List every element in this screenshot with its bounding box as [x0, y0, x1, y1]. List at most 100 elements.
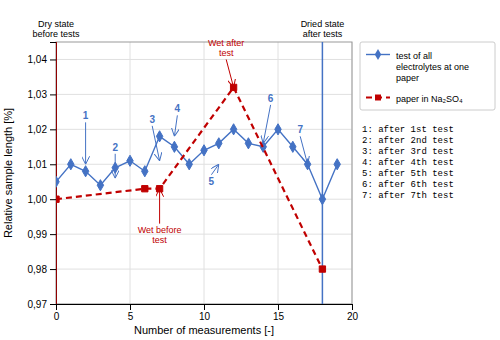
tick-label: 0: [54, 311, 60, 322]
text-line: 4: [175, 103, 181, 114]
plot-frame: [56, 42, 352, 304]
tick-mark: [50, 304, 56, 305]
series-marker: [142, 166, 148, 177]
tick-mark: [50, 269, 56, 270]
series-marker: [156, 131, 162, 142]
grid-line-y: [56, 59, 352, 60]
text-line: 6: [268, 93, 274, 104]
tick-mark: [50, 234, 56, 235]
series-marker: [56, 176, 59, 187]
text-line: after tests: [303, 29, 343, 39]
tick-mark: [278, 304, 279, 310]
tick-label: 20: [347, 311, 359, 322]
text-line: 2: [112, 142, 118, 153]
series-marker: [334, 159, 340, 170]
annotation-arrow: [159, 189, 160, 224]
tick-label: 1,03: [28, 89, 48, 100]
text-line: 3: [149, 114, 155, 125]
text-line: 5: [209, 176, 215, 187]
annotation: Wet aftertest: [208, 38, 244, 58]
annotations: 1234567Dry statebefore testsDried statea…: [32, 19, 344, 245]
tick-label: 10: [199, 311, 211, 322]
grid-line-y: [56, 129, 352, 130]
tick-mark: [50, 129, 56, 130]
tick-label: 0,97: [28, 299, 48, 310]
tick-label: 0,98: [28, 264, 48, 275]
notes: 1: after 1st test2: after 2nd test3: aft…: [362, 125, 454, 201]
series-marker: [68, 159, 74, 170]
tick-mark: [204, 304, 205, 310]
tick: 0,97: [28, 299, 56, 310]
tick-label: 5: [128, 311, 134, 322]
tick: 1,00: [28, 194, 56, 205]
note: 5: after 5th test: [362, 169, 454, 179]
annotation-arrow: [300, 136, 307, 164]
annotation-arrow: [226, 59, 233, 87]
grid-line-y: [56, 269, 352, 270]
annotation: 5: [209, 176, 215, 187]
series-marker: [97, 180, 103, 191]
note: 4: after 4th test: [362, 158, 454, 168]
text-line: paper in Na₂SO₄: [396, 94, 463, 104]
grid-line-y: [56, 234, 352, 235]
tick-mark: [50, 199, 56, 200]
tick: 0,98: [28, 264, 56, 275]
tick-mark: [130, 304, 131, 310]
axis-line: [50, 43, 57, 305]
grid-line-y: [56, 94, 352, 95]
series-marker: [290, 141, 296, 152]
series-marker: [230, 84, 236, 90]
note: 7: after 7th test: [362, 191, 454, 201]
annotation-arrow: [152, 126, 159, 161]
series-marker: [82, 166, 88, 177]
note: 1: after 1st test: [362, 125, 454, 135]
annotation: Dried stateafter tests: [301, 19, 345, 39]
tick: 1,03: [28, 89, 56, 100]
series-marker: [216, 138, 222, 149]
annotation: 3: [149, 114, 155, 125]
legend-marker: [375, 49, 381, 60]
tick-mark: [352, 304, 353, 310]
series-marker: [230, 124, 236, 135]
axis-line: [57, 305, 353, 311]
tick: 1,01: [28, 159, 56, 170]
annotation: Dry statebefore tests: [32, 19, 80, 39]
series-marker: [275, 124, 281, 135]
text-line: test of all: [396, 51, 432, 61]
series-marker: [127, 155, 133, 166]
annotation: Wet beforetest: [138, 225, 182, 245]
annotation: 6: [268, 93, 274, 104]
annotation-arrow: [85, 122, 86, 164]
text-line: Dry state: [38, 19, 74, 29]
text-line: test: [152, 235, 167, 245]
series-marker: [201, 145, 207, 156]
annotation: 2: [112, 142, 118, 153]
grid-line-x: [278, 42, 279, 304]
y-axis: 0,970,980,991,001,011,021,031,04: [28, 43, 57, 310]
data-layer: [56, 42, 340, 304]
note: 3: after 3rd test: [362, 147, 454, 157]
plot: 051015200,970,980,991,001,011,021,031,04…: [2, 19, 358, 336]
text-line: 7: [297, 124, 303, 135]
annotation: 7: [297, 124, 303, 135]
tick-mark: [50, 59, 56, 60]
annotation-arrow: [263, 105, 270, 143]
tick-label: 1,00: [28, 194, 48, 205]
grid: [56, 42, 352, 304]
text-line: paper: [396, 73, 419, 83]
grid-line-y: [56, 199, 352, 200]
vertical-line: [56, 42, 57, 304]
series-marker: [304, 159, 310, 170]
series-marker: [171, 141, 177, 152]
tick: 0: [54, 304, 60, 322]
tick-label: 15: [273, 311, 285, 322]
legend: test of allelectrolytes at onepaperpaper…: [360, 42, 495, 110]
vertical-line: [322, 42, 324, 304]
x-axis-title: Number of measurements [-]: [134, 324, 274, 336]
tick-mark: [50, 164, 56, 165]
series-marker: [56, 196, 59, 202]
text-line: before tests: [32, 29, 80, 39]
note: 6: after 6th test: [362, 180, 454, 190]
tick: 5: [128, 304, 134, 322]
tick-label: 1,01: [28, 159, 48, 170]
